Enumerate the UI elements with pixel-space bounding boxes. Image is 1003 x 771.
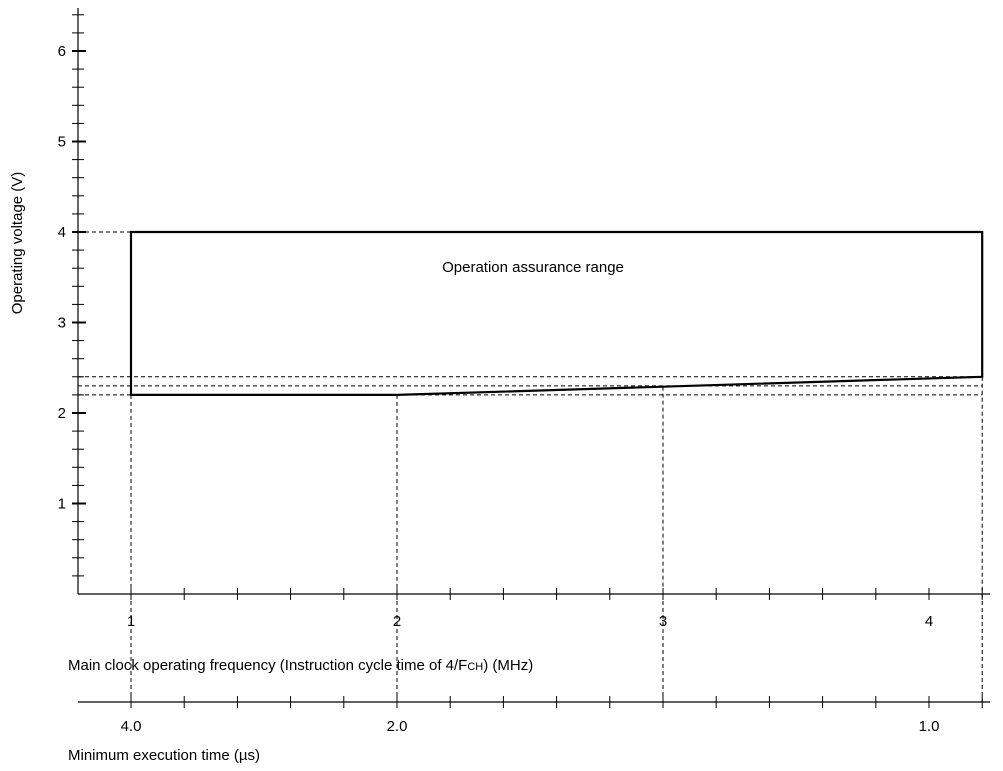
- x-axis-label: Main clock operating frequency (Instruct…: [68, 657, 533, 674]
- x-tick-label: 4: [925, 613, 933, 630]
- x-tick-label: 3: [659, 613, 667, 630]
- x-axis-label-subscript: CH: [467, 661, 483, 673]
- region-boundary: [129, 230, 984, 396]
- y-tick-label: 6: [58, 43, 66, 60]
- y-tick-label: 2: [58, 405, 66, 422]
- y-tick-label: 4: [58, 224, 66, 241]
- x2-axis-label: Minimum execution time (µs): [68, 747, 260, 764]
- operation-assurance-region: [129, 230, 984, 396]
- x2-tick-label: 4.0: [121, 718, 142, 735]
- reference-lines: [78, 231, 983, 702]
- y-axis-label: Operating voltage (V): [9, 172, 26, 315]
- x-tick-label: 2: [393, 613, 401, 630]
- region-label: Operation assurance range: [442, 259, 624, 276]
- x-axis-label-tail: ) (MHz): [483, 657, 533, 674]
- axes: 1 2 3 4 5 6 1 2 3 4 4.0 2.0 1.0: [58, 8, 990, 735]
- x2-tick-label: 2.0: [387, 718, 408, 735]
- x2-tick-label: 1.0: [919, 718, 940, 735]
- y-tick-label: 1: [58, 496, 66, 513]
- y-tick-label: 3: [58, 315, 66, 332]
- x-tick-label: 1: [127, 613, 135, 630]
- y-tick-label: 5: [58, 134, 66, 151]
- x-axis-label-main: Main clock operating frequency (Instruct…: [68, 657, 467, 674]
